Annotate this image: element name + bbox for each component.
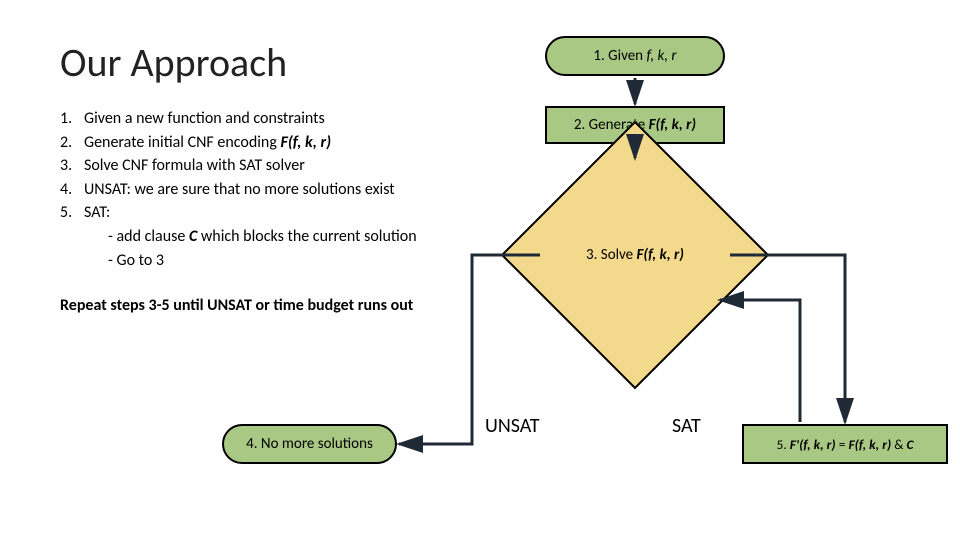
list-num: 4. (60, 179, 84, 201)
edge-label-sat: SAT (672, 414, 701, 438)
flow-node-given: 1. Given f, k, r (545, 36, 725, 76)
list-text: SAT: (84, 202, 500, 224)
edge-label-unsat: UNSAT (485, 414, 540, 438)
list-subtext: - Go to 3 (84, 250, 500, 272)
repeat-note: Repeat steps 3-5 until UNSAT or time bud… (60, 296, 413, 315)
approach-list: 1.Given a new function and constraints 2… (60, 108, 500, 273)
list-text: Generate initial CNF encoding F(f, k, r) (84, 132, 500, 154)
list-num: 1. (60, 108, 84, 130)
flow-node-nomore: 4. No more solutions (222, 424, 397, 464)
list-num: 5. (60, 202, 84, 224)
flow-node-augment: 5. F'(f, k, r) = F(f, k, r) & C (742, 424, 948, 464)
list-text: Solve CNF formula with SAT solver (84, 155, 500, 177)
list-text: UNSAT: we are sure that no more solution… (84, 179, 500, 201)
list-num: 3. (60, 155, 84, 177)
list-subtext: - add clause C which blocks the current … (84, 226, 500, 248)
diamond-label: 3. Solve F(f, k, r) (540, 160, 730, 350)
list-text: Given a new function and constraints (84, 108, 500, 130)
flow-node-solve: 3. Solve F(f, k, r) (540, 160, 730, 350)
list-num: 2. (60, 132, 84, 154)
slide-title: Our Approach (60, 38, 287, 87)
